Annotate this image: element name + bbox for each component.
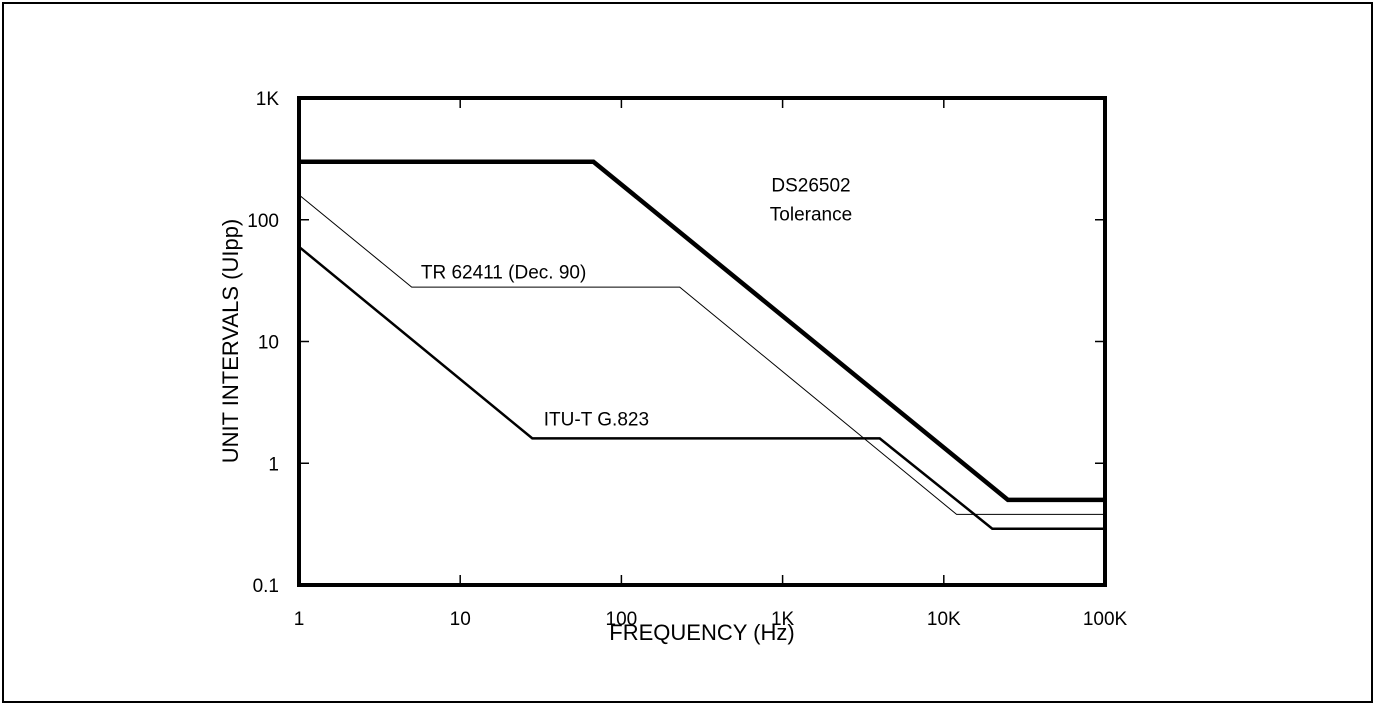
series-annotations: DS26502 Tolerance TR 62411 (Dec. 90) ITU-T …	[421, 176, 852, 431]
series-line-2	[298, 245, 1105, 530]
y-tick-label: 0.1	[253, 576, 279, 597]
x-tick-label: 1	[294, 609, 305, 630]
y-axis-title: UNIT INTERVALS (UIpp)	[218, 219, 243, 464]
y-tick-label: 10	[258, 333, 279, 354]
series-annotation-2: ITU-T G.823	[544, 409, 649, 430]
x-tick-label: 100K	[1083, 609, 1128, 630]
plot-area-frame	[297, 96, 1107, 587]
y-tick-label: 100	[247, 211, 279, 232]
series-annotation-0: DS26502	[771, 176, 850, 197]
series-line-1	[298, 194, 1105, 515]
x-tick-label: 1K	[771, 609, 795, 630]
x-tick-label: 10	[450, 609, 471, 630]
series-line-0	[299, 159, 1105, 503]
x-tick-label: 100	[606, 609, 638, 630]
series-annotation-0: Tolerance	[770, 205, 852, 226]
x-axis-title: FREQUENCY (Hz)	[609, 620, 794, 645]
y-tick-label: 1	[268, 454, 279, 475]
y-tick-label: 1K	[256, 89, 280, 110]
x-tick-label: 10K	[927, 609, 961, 630]
series-annotation-1: TR 62411 (Dec. 90)	[421, 262, 586, 283]
tick-labels: 1 10 100 1K 10K 100K 0.1 1 10 100 1K	[247, 89, 1127, 630]
axis-ticks	[299, 98, 1105, 585]
chart-marks	[298, 159, 1105, 530]
